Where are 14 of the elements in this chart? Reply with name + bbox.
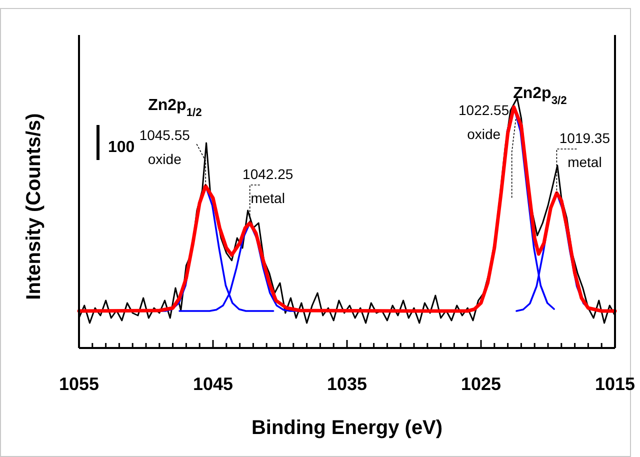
y-axis-title: Intensity (Counts/s) bbox=[23, 113, 45, 300]
x-tick-label: 1055 bbox=[58, 374, 100, 394]
x-tick-label: 1035 bbox=[326, 374, 368, 394]
x-tick-label: 1015 bbox=[594, 374, 636, 394]
annotation: 100 bbox=[108, 139, 135, 156]
x-axis-title: Binding Energy (eV) bbox=[251, 417, 443, 439]
annotation: 1022.55 oxide bbox=[458, 102, 510, 142]
annotation: 1045.55 oxide bbox=[139, 127, 190, 167]
annotation: 1019.35 metal bbox=[559, 130, 610, 170]
x-tick-label: 1025 bbox=[460, 374, 502, 394]
x-tick-label: 1045 bbox=[192, 374, 234, 394]
annotation: 1042.25 metal bbox=[242, 166, 294, 206]
annotation: Zn2p$_{1/2}$ bbox=[148, 97, 202, 119]
annotation: Zn2p$_{3/2}$ bbox=[513, 85, 567, 107]
